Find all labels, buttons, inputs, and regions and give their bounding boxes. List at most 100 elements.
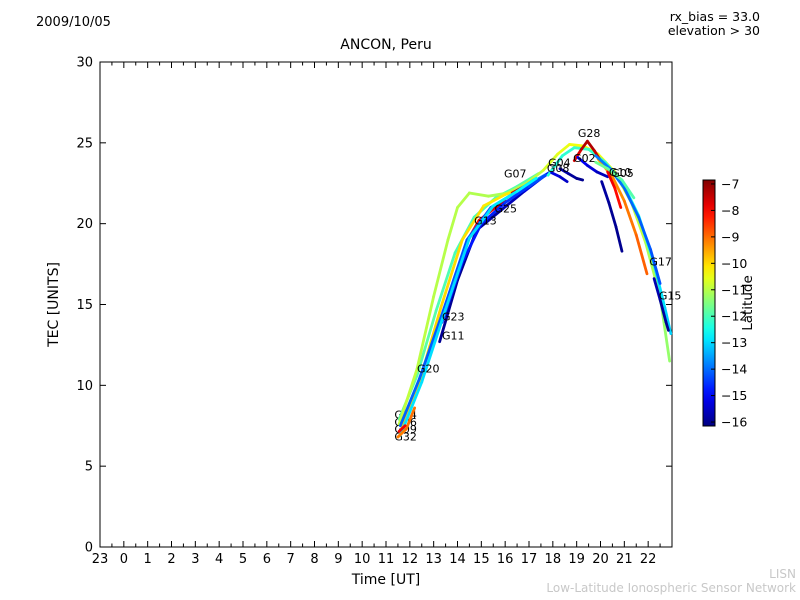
trace-segment <box>438 278 459 344</box>
traces <box>396 139 673 439</box>
trace-segment <box>397 367 419 426</box>
trace-segment <box>439 238 464 310</box>
sat-label-G10: G10 <box>609 166 632 179</box>
trace-segment <box>576 155 589 167</box>
elevation-label: elevation > 30 <box>667 23 760 38</box>
trace-segment <box>558 167 570 175</box>
sat-label-G04: G04 <box>548 156 571 169</box>
trace-segment <box>607 201 618 229</box>
trace-segment <box>446 206 459 242</box>
trace-segment <box>606 167 624 182</box>
trace-segment <box>434 251 457 313</box>
sat-label-G25: G25 <box>494 202 517 215</box>
trace-G32 <box>398 176 538 437</box>
trace-G06 <box>398 170 552 428</box>
x-tick-label: 1 <box>144 552 152 567</box>
trace-segment <box>649 248 662 285</box>
trace-segment <box>614 225 624 253</box>
x-tick-label: 15 <box>473 552 490 567</box>
colorbar-tick-label: −7 <box>721 176 739 191</box>
trace-segment <box>622 199 638 237</box>
trace-segment <box>560 146 576 158</box>
sat-label-G23: G23 <box>442 311 465 324</box>
trace-segment <box>460 204 486 242</box>
trace-segment <box>546 154 564 177</box>
trace-segment <box>503 185 531 205</box>
trace-segment <box>491 199 507 211</box>
trace-segment <box>525 168 545 185</box>
trace-segment <box>417 309 445 381</box>
y-tick-label: 15 <box>76 298 93 313</box>
plot-date: 2009/10/05 <box>36 15 111 30</box>
x-tick-label: 17 <box>521 552 538 567</box>
trace-segment <box>527 173 548 188</box>
x-tick-label: 10 <box>354 552 371 567</box>
watermark: LISN Low-Latitude Ionospheric Sensor Net… <box>546 567 796 595</box>
trace-G08 <box>550 171 569 184</box>
y-tick-label: 10 <box>76 379 93 394</box>
trace-segment <box>444 236 471 311</box>
trace-start-orange <box>396 406 417 439</box>
trace-segment <box>572 147 583 163</box>
trace-G10 <box>594 160 636 200</box>
trace-segment <box>456 191 471 209</box>
trace-segment <box>585 139 596 153</box>
colorbar-title: Latitude <box>740 275 756 331</box>
x-tick-label: 12 <box>402 552 419 567</box>
trace-segment <box>658 298 668 324</box>
trace-start-red <box>397 424 407 433</box>
trace-G09 <box>398 178 540 434</box>
x-tick-label: 16 <box>497 552 514 567</box>
sat-label-G13: G13 <box>474 214 497 227</box>
trace-segment <box>606 170 617 190</box>
x-tick-label: 2 <box>167 552 175 567</box>
trace-G20 <box>397 168 545 426</box>
trace-segment <box>595 170 610 179</box>
trace-segment <box>611 175 626 203</box>
trace-segment <box>637 215 652 251</box>
colorbar-tick-label: −12 <box>721 309 747 324</box>
rx-bias-label: rx_bias = 33.0 <box>669 9 760 24</box>
trace-segment <box>594 154 612 171</box>
trace-segment <box>600 180 611 205</box>
colorbar-tick-label: −8 <box>721 203 739 218</box>
trace-segment <box>663 306 673 336</box>
sat-label-G08: G08 <box>547 162 570 175</box>
x-tick-label: 8 <box>310 552 318 567</box>
x-tick-label: 14 <box>449 552 466 567</box>
sat-label-G28: G28 <box>578 127 601 140</box>
colorbar-scale <box>702 179 716 427</box>
trace-segment <box>575 176 585 182</box>
x-tick-label: 7 <box>287 552 295 567</box>
colorbar-tick-label: −16 <box>721 415 747 430</box>
trace-G04 <box>558 167 585 182</box>
trace-segment <box>634 233 649 276</box>
sat-label-G17: G17 <box>649 256 672 269</box>
x-tick-label: 19 <box>568 552 585 567</box>
trace-segment <box>568 143 586 148</box>
trace-segment <box>397 424 407 433</box>
trace-segment <box>541 152 559 172</box>
x-tick-label: 3 <box>191 552 199 567</box>
trace-segment <box>415 309 438 378</box>
y-axis: 0 5 10 15 20 25 30 TEC [UNITS] <box>46 56 672 556</box>
trace-G02 <box>576 155 610 179</box>
x-tick-label: 21 <box>616 552 633 567</box>
x-tick-label: 13 <box>425 552 442 567</box>
trace-G15 <box>652 277 670 332</box>
x-tick-label: 22 <box>640 552 657 567</box>
trace-segment <box>550 171 562 179</box>
x-tick-label: 6 <box>263 552 271 567</box>
trace-segment <box>556 143 571 156</box>
x-tick-label: 11 <box>378 552 395 567</box>
trace-segment <box>664 320 670 332</box>
trace-G05 <box>606 170 623 209</box>
plot-settings: rx_bias = 33.0 elevation > 30 <box>668 10 760 38</box>
colorbar: −7 −8 −9 −10 −11 −12 −13 −14 −15 −16 Latitude <box>702 176 756 430</box>
trace-segment <box>613 186 623 209</box>
trace-segment <box>585 164 599 174</box>
watermark-network: Low-Latitude Ionospheric Sensor Network <box>546 581 796 595</box>
trace-segment <box>415 295 436 371</box>
colorbar-tick-label: −13 <box>721 335 747 350</box>
